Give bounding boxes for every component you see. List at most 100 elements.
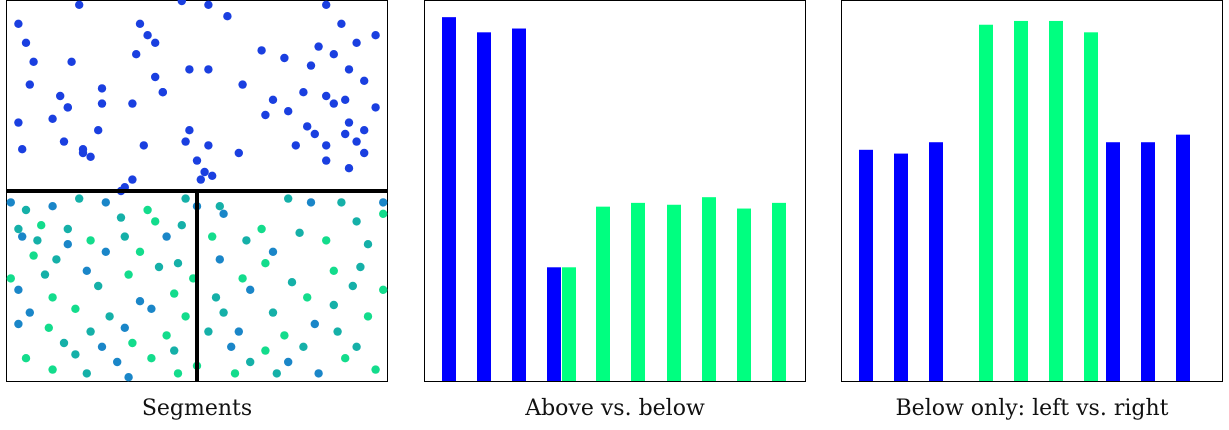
scatter-point-below (94, 281, 103, 291)
scatter-point-below (341, 354, 350, 363)
scatter-point-above (352, 38, 361, 47)
bar (1141, 142, 1155, 381)
scatter-point-below (21, 205, 31, 215)
bar (1176, 134, 1190, 381)
scatter-point-below (21, 354, 31, 363)
scatter-point-below (379, 198, 388, 207)
scatter-point-below (363, 240, 373, 249)
scatter-point-below (215, 255, 224, 264)
scatter-point-below (113, 357, 122, 367)
scatter-point-above (200, 167, 209, 177)
bar (631, 202, 645, 381)
scatter-point-below (306, 198, 316, 207)
scatter-point-above (97, 84, 107, 93)
scatter-point-below (329, 266, 338, 275)
scatter-point-below (230, 369, 240, 378)
scatter-point-above (223, 12, 232, 21)
scatter-point-below (181, 194, 190, 203)
scatter-point-below (333, 327, 342, 336)
scatter-point-below (272, 369, 281, 378)
scatter-point-above (204, 65, 213, 74)
bar (737, 208, 751, 381)
scatter-point-below (86, 236, 95, 245)
bar (772, 202, 786, 381)
scatter-point-above (139, 141, 148, 150)
scatter-point-above (192, 156, 202, 165)
scatter-point-below (322, 236, 331, 245)
scatter-point-below (303, 293, 312, 302)
scatter-point-below (238, 274, 247, 283)
above-below-panel (424, 0, 806, 382)
scatter-point-above (268, 95, 278, 105)
scatter-point-below (356, 262, 365, 272)
scatter-point-above (63, 103, 72, 112)
scatter-point-below (40, 270, 50, 279)
scatter-point-below (284, 357, 293, 367)
bar (596, 206, 610, 381)
scatter-point-above (299, 88, 308, 97)
scatter-point-below (14, 285, 23, 294)
scatter-point-below (227, 342, 236, 351)
scatter-point-below (120, 232, 129, 241)
scatter-point-below (135, 297, 145, 306)
scatter-point-above (371, 31, 380, 40)
scatter-point-below (181, 312, 190, 321)
scatter-point-above (177, 0, 186, 6)
scatter-point-below (124, 373, 133, 382)
scatter-point-below (151, 217, 160, 226)
scatter-point-below (295, 228, 304, 237)
scatter-point-below (124, 270, 133, 279)
scatter-point-above (314, 42, 323, 51)
scatter-point-above (310, 129, 319, 139)
scatter-point-above (322, 141, 331, 150)
scatter-point-below (75, 194, 84, 203)
scatter-point-below (208, 232, 217, 241)
bar (979, 24, 993, 382)
scatter-point-above (238, 80, 247, 89)
bar (667, 204, 681, 381)
scatter-point-below (173, 369, 183, 378)
scatter-point-above (208, 171, 217, 180)
scatter-point-above (185, 65, 194, 74)
bar (512, 28, 526, 382)
scatter-point-below (348, 281, 357, 291)
scatter-point-below (48, 202, 57, 211)
scatter-point-below (284, 194, 293, 203)
scatter-point-below (177, 221, 186, 230)
scatter-point-below (337, 198, 346, 207)
scatter-point-below (25, 308, 34, 317)
bar (859, 149, 873, 381)
scatter-point-below (33, 236, 42, 245)
scatter-point-above (204, 141, 213, 150)
scatter-point-below (154, 262, 164, 272)
scatter-point-below (261, 346, 270, 355)
scatter-point-above (329, 99, 338, 108)
scatter-point-above (257, 46, 266, 55)
scatter-point-above (94, 126, 103, 135)
scatter-point-below (352, 217, 361, 226)
scatter-point-below (71, 304, 80, 313)
scatter-point-below (219, 308, 228, 317)
bar (1106, 142, 1120, 381)
scatter-point-above (344, 65, 354, 74)
scatter-point-above (128, 175, 137, 184)
scatter-point-below (52, 255, 61, 264)
scatter-point-below (59, 338, 69, 348)
scatter-point-below (379, 285, 388, 294)
scatter-point-below (170, 346, 179, 355)
scatter-point-above (344, 118, 354, 127)
scatter-point-above (322, 91, 331, 101)
scatter-point-above (97, 99, 107, 108)
scatter-point-below (379, 209, 388, 218)
scatter-point-below (97, 342, 107, 351)
left-right-chart (841, 0, 1223, 382)
scatter-point-below (101, 198, 111, 207)
scatter-point-below (257, 224, 266, 234)
segments-panel (6, 0, 388, 382)
bar (562, 267, 576, 381)
scatter-point-above (303, 122, 312, 131)
bar (547, 267, 561, 381)
segments-caption: Segments (141, 396, 253, 421)
scatter-point-above (280, 53, 289, 63)
scatter-point-above (322, 0, 331, 9)
